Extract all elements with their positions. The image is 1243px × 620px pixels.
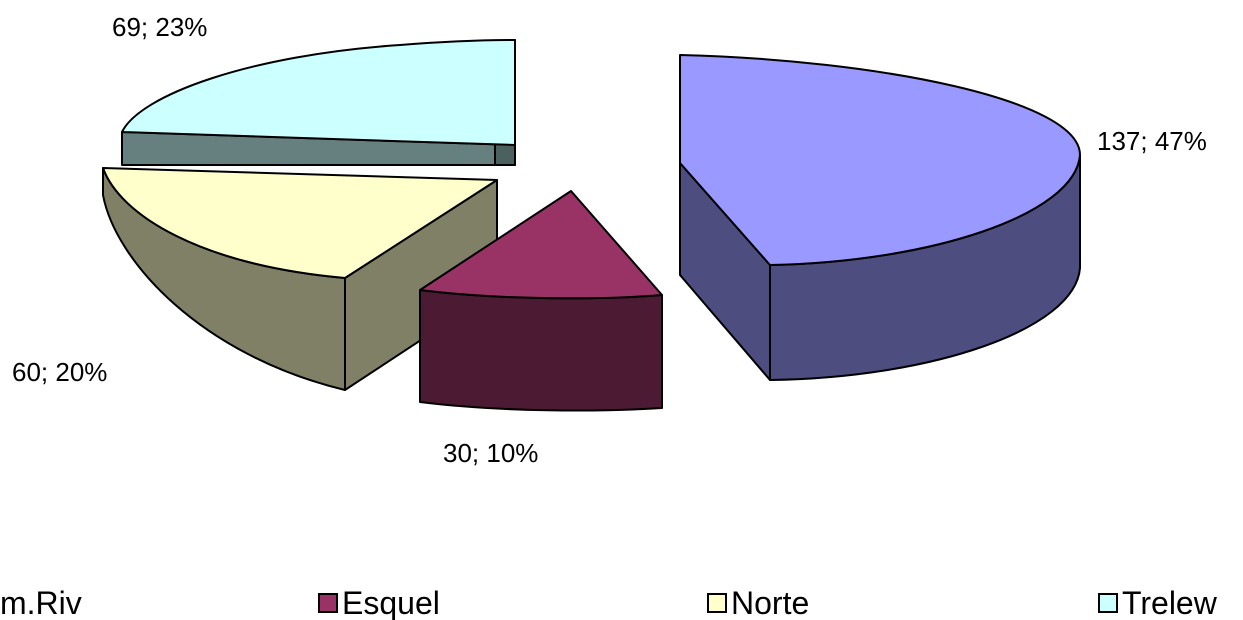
legend-swatch-trelew [1098,593,1118,613]
legend-label-esquel: Esquel [342,585,440,620]
data-label-comriv: 137; 47% [1097,126,1207,156]
slice-trelew-top [121,39,516,146]
slice-esquel-side [419,289,663,412]
legend-label-norte: Norte [731,585,809,620]
data-label-norte: 60; 20% [12,357,107,387]
slice-comriv [679,54,1081,381]
slice-esquel-top [419,190,663,300]
legend-swatch-norte [707,593,727,613]
slice-trelew [121,39,516,166]
legend-swatch-esquel [318,593,338,613]
slice-norte [102,167,498,391]
slice-norte-top [102,167,498,279]
data-label-esquel: 30; 10% [443,438,538,468]
slice-comriv-top [679,54,1081,266]
legend: m.Riv Esquel Norte Trelew [0,585,1218,620]
slice-esquel [419,190,663,412]
data-label-trelew: 69; 23% [112,12,207,42]
legend-label-comriv: m.Riv [0,585,82,620]
legend-label-trelew: Trelew [1122,585,1218,620]
